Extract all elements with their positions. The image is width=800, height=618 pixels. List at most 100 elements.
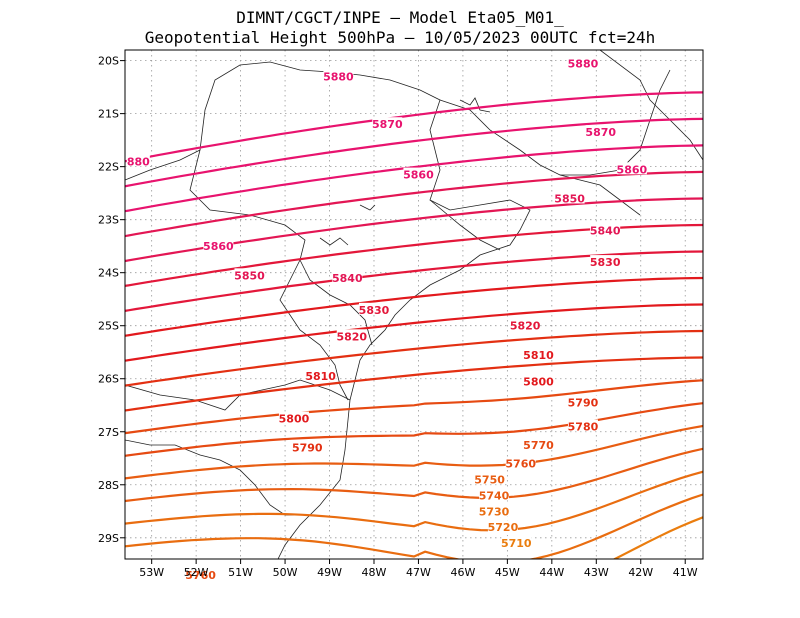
chart-title-line1: DIMNT/CGCT/INPE – Model Eta05_M01_ — [236, 8, 564, 27]
contour-label: 5740 — [479, 489, 510, 502]
contour-label: 5850 — [234, 269, 265, 282]
contour-label: 5790 — [568, 397, 599, 410]
contour-label-bg — [234, 268, 265, 281]
contour-label-bg — [474, 472, 505, 485]
contour-label-bg — [554, 191, 585, 204]
contour-label-bg — [567, 395, 598, 408]
contour-label-bg — [616, 162, 647, 175]
contour-line-5720 — [125, 493, 703, 559]
x-tick-label: 53W — [139, 566, 164, 579]
contour-line-5820 — [125, 250, 703, 312]
y-tick-label: 23S — [98, 214, 119, 227]
contour-label: 5850 — [554, 192, 585, 205]
contour-label: 5880 — [568, 57, 599, 70]
contour-label-bg — [590, 255, 621, 268]
x-tick-label: 43W — [584, 566, 609, 579]
contour-label: 5790 — [292, 442, 323, 455]
x-axis: 53W 52W 51W 50W 49W 48W 47W 46W 45W 44W 43W 42W 41W — [139, 559, 698, 579]
y-tick-label: 21S — [98, 108, 119, 121]
graticule — [125, 50, 703, 559]
y-tick-label: 22S — [98, 161, 119, 174]
contour-label: 5730 — [479, 505, 510, 518]
contour-label: 5840 — [590, 224, 621, 237]
contour-label-bg — [585, 125, 616, 138]
contour-label-bg — [567, 419, 598, 432]
x-tick-label: 45W — [495, 566, 520, 579]
contour-label-bg — [590, 223, 621, 236]
contour-line-5740 — [125, 447, 703, 503]
contour-label: 5860 — [617, 163, 648, 176]
contour-line-5760 — [125, 402, 703, 457]
contour-label-bg — [336, 329, 367, 342]
contour-label-bg — [487, 520, 518, 533]
y-tick-label: 25S — [98, 320, 119, 333]
x-tick-label: 49W — [317, 566, 342, 579]
x-tick-label: 51W — [228, 566, 253, 579]
contour-label: 5780 — [568, 420, 599, 433]
contour-label-bg — [278, 411, 309, 424]
contour-label-bg — [523, 374, 554, 387]
contour-label: 5800 — [279, 412, 310, 425]
contour-label: 5800 — [523, 375, 554, 388]
y-tick-label: 24S — [98, 267, 119, 280]
contour-label-bg — [505, 456, 536, 469]
contour-label-bg — [126, 154, 150, 167]
contour-labels: 5880 5880 880 5870 5870 5860 5860 5860 5850 5850 5… — [126, 56, 648, 582]
y-tick-label: 27S — [98, 426, 119, 439]
contour-label: 5820 — [510, 320, 541, 333]
contour-label: 5860 — [203, 240, 234, 253]
contour-label: 5860 — [403, 169, 434, 182]
contour-label: 5720 — [488, 521, 519, 534]
contour-label-bg — [501, 536, 532, 549]
x-tick-label: 44W — [539, 566, 564, 579]
x-tick-label: 50W — [273, 566, 298, 579]
contour-line-5880 — [125, 91, 703, 163]
chart-title-line2: Geopotential Height 500hPa – 10/05/2023 … — [144, 28, 656, 47]
contour-label-bg — [203, 239, 234, 252]
contour-label: 5750 — [474, 473, 505, 486]
contour-line-5780 — [125, 356, 703, 412]
y-tick-label: 28S — [98, 479, 119, 492]
y-tick-label: 20S — [98, 55, 119, 68]
x-tick-label: 48W — [362, 566, 387, 579]
contour-line-5870 — [125, 117, 703, 188]
x-tick-label: 47W — [406, 566, 431, 579]
contour-label: 5710 — [501, 537, 532, 550]
contour-label-bg — [479, 504, 510, 517]
contour-label-bg — [510, 318, 541, 331]
contour-label: 880 — [127, 155, 150, 168]
plot-frame — [124, 49, 704, 560]
contour-label: 5820 — [336, 330, 367, 343]
contour-line-5730 — [125, 470, 703, 532]
contour-label-bg — [567, 56, 598, 69]
contour-label-bg — [479, 488, 510, 501]
contour-line-5850 — [125, 170, 703, 238]
x-tick-label: 41W — [673, 566, 698, 579]
contour-label-bg — [185, 567, 216, 580]
x-tick-label: 42W — [628, 566, 653, 579]
contour-label-bg — [403, 167, 434, 180]
contour-label-bg — [358, 302, 389, 315]
y-axis: 20S 21S 22S 23S 24S 25S 26S 27S 28S 29S — [98, 55, 125, 545]
contour-line-5790 — [125, 329, 703, 387]
contour-label: 5760 — [505, 458, 536, 471]
y-tick-label: 29S — [98, 532, 119, 545]
y-tick-label: 26S — [98, 373, 119, 386]
coastline-borders — [125, 50, 703, 559]
contour-label: 5760 — [185, 569, 216, 582]
contour-label: 5810 — [305, 370, 336, 383]
contour-line-5770 — [125, 379, 703, 435]
x-tick-label: 52W — [184, 566, 209, 579]
contour-label: 5880 — [323, 71, 354, 84]
contour-label-bg — [372, 117, 403, 130]
x-tick-label: 46W — [450, 566, 475, 579]
contour-label-bg — [305, 369, 336, 382]
contour-line-5800 — [125, 303, 703, 362]
contour-label: 5840 — [332, 272, 363, 285]
contour-line-5750 — [125, 424, 703, 480]
contour-label: 5770 — [523, 439, 554, 452]
contour-label-bg — [292, 440, 323, 453]
contour-label-bg — [523, 347, 554, 360]
contour-label-bg — [323, 69, 354, 82]
